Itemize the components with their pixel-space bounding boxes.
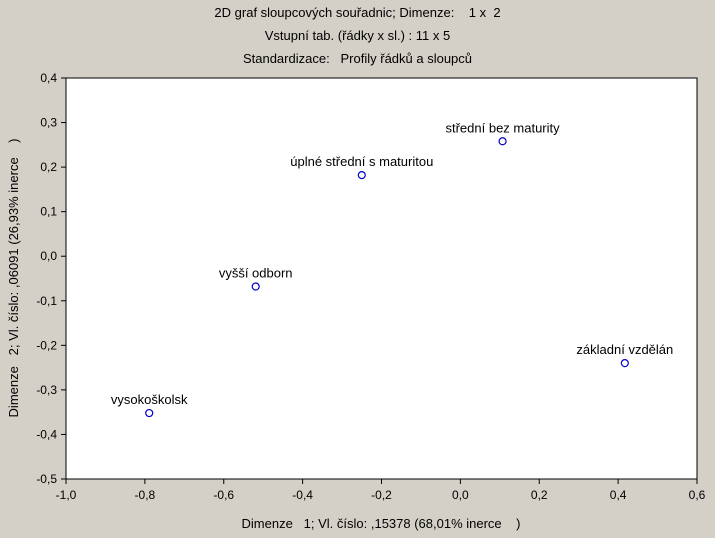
data-point-marker bbox=[145, 408, 154, 418]
data-point-label: střední bez maturity bbox=[445, 120, 560, 135]
y-axis: 0,4 0,3 0,2 0,1 0,0 -0,1 -0,2 -0,3 -0,4 -0,5 bbox=[36, 71, 66, 486]
y-tick-label: -0,2 bbox=[36, 338, 57, 352]
data-point-marker bbox=[498, 137, 507, 146]
data-point-label: vysokoškolsk bbox=[111, 392, 188, 407]
y-tick-label: 0,3 bbox=[40, 116, 57, 130]
data-points: střední bez maturity úplné střední s matu… bbox=[111, 120, 673, 418]
data-point-label: úplné střední s maturitou bbox=[290, 154, 433, 169]
x-axis: -1,0 -0,8 -0,6 -0,4 -0,2 0,0 0,2 0,4 0,6 bbox=[56, 479, 706, 502]
y-tick-label: -0,5 bbox=[36, 472, 57, 486]
data-point-label: základní vzdělán bbox=[576, 342, 673, 357]
x-tick-label: -0,6 bbox=[213, 488, 234, 502]
x-tick-label: 0,4 bbox=[610, 488, 627, 502]
x-tick-label: -1,0 bbox=[56, 488, 77, 502]
y-tick-label: -0,4 bbox=[36, 427, 57, 441]
y-tick-label: 0,0 bbox=[40, 249, 57, 263]
x-tick-label: -0,8 bbox=[135, 488, 156, 502]
chart-title-line-2: Vstupní tab. (řádky x sl.) : 11 x 5 bbox=[264, 28, 451, 43]
y-axis-label: Dimenze 2; Vl. číslo: ,06091 (26,93% ine… bbox=[6, 139, 21, 418]
y-tick-label: -0,3 bbox=[36, 383, 57, 397]
y-tick-label: 0,4 bbox=[40, 71, 57, 85]
data-point-marker bbox=[357, 171, 366, 180]
y-tick-label: 0,2 bbox=[40, 160, 57, 174]
x-tick-label: 0,0 bbox=[452, 488, 469, 502]
plot-area bbox=[65, 77, 698, 480]
x-axis-label: Dimenze 1; Vl. číslo: ,15378 (68,01% ine… bbox=[242, 516, 521, 531]
x-tick-label: -0,4 bbox=[292, 488, 313, 502]
data-point-label: vyšší odborn bbox=[219, 266, 293, 281]
data-point-marker bbox=[251, 282, 260, 291]
data-point-marker bbox=[620, 359, 629, 368]
chart-title-line-1: 2D graf sloupcových souřadnic; Dimenze: … bbox=[214, 5, 501, 20]
chart-title-line-3: Standardizace: Profily řádků a sloupců bbox=[242, 51, 473, 66]
y-tick-label: -0,1 bbox=[36, 294, 57, 308]
x-tick-label: -0,2 bbox=[371, 488, 392, 502]
y-tick-label: 0,1 bbox=[40, 205, 57, 219]
x-tick-label: 0,2 bbox=[531, 488, 548, 502]
x-tick-label: 0,6 bbox=[689, 488, 706, 502]
